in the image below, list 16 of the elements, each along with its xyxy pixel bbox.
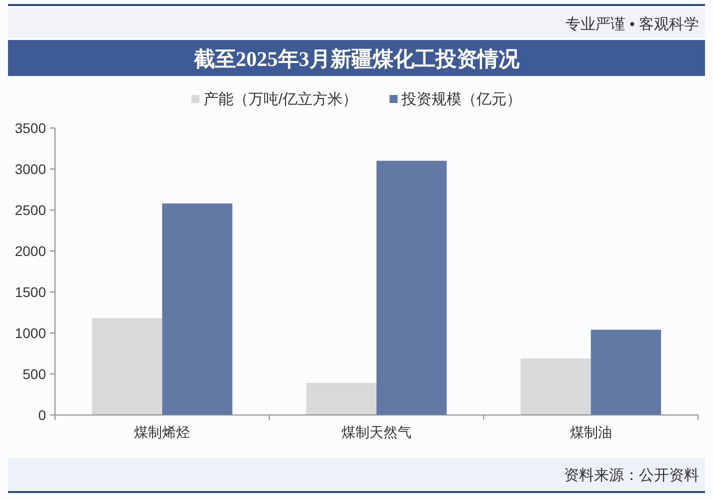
tick-label: 煤制烯烃 <box>134 424 190 440</box>
tick-label: 3500 <box>14 120 46 136</box>
annotation: 专业严谨 • 客观科学 <box>565 16 699 33</box>
tick-label: 0 <box>38 407 46 423</box>
tick-label: 500 <box>22 366 46 382</box>
tick-label: 煤制天然气 <box>342 424 412 440</box>
legend-label: 产能（万吨/亿立方米） <box>203 91 358 108</box>
legend-label: 投资规模（亿元） <box>402 91 522 108</box>
tick-label: 2500 <box>14 202 46 218</box>
tick-label: 1000 <box>14 325 46 341</box>
tick-label: 煤制油 <box>570 424 612 440</box>
tick-label: 2000 <box>14 243 46 259</box>
title: 截至2025年3月新疆煤化工投资情况 <box>194 47 520 71</box>
annotation: 资料来源：公开资料 <box>564 467 699 484</box>
tick-label: 1500 <box>14 284 46 300</box>
tick-label: 3000 <box>14 161 46 177</box>
